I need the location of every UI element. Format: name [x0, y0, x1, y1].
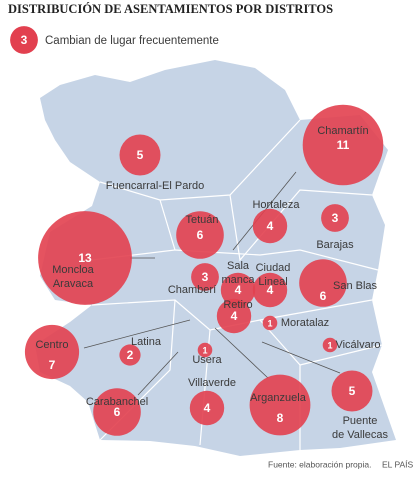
district-name: Aravaca — [53, 278, 94, 290]
district-bubble — [249, 374, 311, 436]
district-name: Moncloa — [52, 264, 94, 276]
source: Fuente: elaboración propia. — [268, 459, 372, 469]
district-name: Chamartín — [317, 125, 368, 137]
district-value: 2 — [127, 348, 134, 362]
district-value: 5 — [137, 148, 144, 162]
district-name: Moratalaz — [281, 317, 329, 329]
district-name: Usera — [192, 354, 222, 366]
district-value: 8 — [277, 411, 284, 425]
district-bubble — [197, 342, 213, 358]
district-name: Latina — [131, 336, 162, 348]
district-value: 11 — [337, 138, 350, 152]
district-name: Retiro — [223, 299, 252, 311]
district-value: 6 — [320, 289, 327, 303]
district-name: Villaverde — [188, 377, 236, 389]
legend-label: Cambian de lugar frecuentemente — [45, 35, 219, 47]
district-name: Arganzuela — [250, 392, 307, 404]
district-name: Sala — [227, 260, 250, 272]
district-bubble — [119, 344, 141, 366]
district-name: manca — [221, 274, 255, 286]
district-bubble — [38, 211, 132, 305]
district-value: 7 — [49, 358, 56, 372]
district-bubble — [322, 337, 338, 353]
district-bubble — [189, 390, 225, 426]
district-name: Chamberí — [168, 284, 216, 296]
district-value: 1 — [267, 318, 272, 328]
district-bubble — [24, 324, 80, 380]
district-value: 6 — [197, 228, 204, 242]
district-value: 4 — [204, 401, 211, 415]
district-name: Fuencarral-El Pardo — [106, 180, 204, 192]
district-name: Vicálvaro — [335, 339, 380, 351]
district-value: 4 — [231, 309, 238, 323]
district-bubble — [191, 263, 219, 291]
district-name: de Vallecas — [332, 429, 389, 441]
district-bubble — [262, 315, 278, 331]
leader-lines — [83, 171, 341, 396]
district-name: Ciudad — [256, 262, 291, 274]
district-name: Carabanchel — [86, 396, 148, 408]
district-value: 13 — [78, 251, 92, 265]
district-bubble — [252, 272, 288, 308]
district-bubble — [216, 298, 252, 334]
district-name: Tetuán — [185, 214, 218, 226]
district-name: Lineal — [258, 276, 287, 288]
district-bubble — [119, 134, 161, 176]
legend-value: 3 — [21, 33, 28, 47]
district-value: 4 — [267, 219, 274, 233]
district-bubble — [321, 204, 349, 232]
district-bubble — [93, 388, 141, 436]
district-name: Puente — [343, 415, 378, 427]
district-bubble — [176, 211, 224, 259]
district-name: Barajas — [316, 239, 354, 251]
district-value: 6 — [114, 405, 121, 419]
district-value: 1 — [202, 345, 207, 355]
district-name: Hortaleza — [252, 199, 300, 211]
district-name: San Blas — [333, 280, 378, 292]
legend: 3 Cambian de lugar frecuentemente — [10, 26, 219, 54]
district-bubble — [252, 208, 288, 244]
legend-bubble — [10, 26, 38, 54]
district-value: 1 — [327, 340, 332, 350]
credit: EL PAÍS — [382, 459, 414, 469]
district-value: 4 — [235, 283, 242, 297]
title: DISTRIBUCIÓN DE ASENTAMIENTOS POR DISTRI… — [8, 2, 333, 16]
district-bubble — [220, 272, 256, 308]
district-value: 3 — [332, 211, 339, 225]
district-bubble — [302, 104, 384, 186]
district-name: Centro — [35, 339, 68, 351]
district-value: 3 — [202, 270, 209, 284]
district-value: 5 — [349, 384, 356, 398]
district-value: 4 — [267, 283, 274, 297]
district-bubble — [299, 259, 347, 307]
district-bubble — [331, 370, 373, 412]
